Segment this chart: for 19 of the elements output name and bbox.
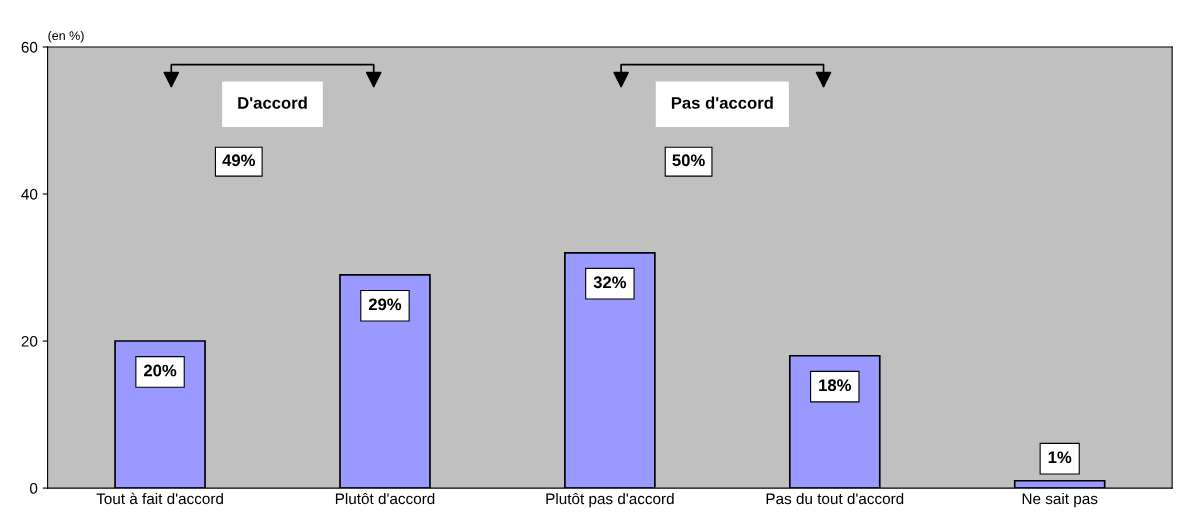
data-label: 20% — [143, 364, 177, 377]
x-tick-label: Plutôt pas d'accord — [546, 492, 674, 508]
data-label: 32% — [593, 276, 627, 289]
x-tick-label: Plutôt d'accord — [335, 492, 435, 505]
x-tick-label: Pas du tout d'accord — [766, 492, 904, 505]
data-label: 1% — [1048, 451, 1072, 464]
annotation: D'accord — [238, 96, 307, 109]
y-axis-title: (en %) — [48, 30, 84, 43]
annotation: Pas d'accord — [671, 96, 773, 109]
data-label: 29% — [368, 298, 402, 311]
y-tick-label: 40 — [21, 188, 38, 200]
annotation: 49% — [222, 154, 256, 167]
x-tick-label: Tout à fait d'accord — [96, 492, 223, 505]
y-tick-label: 0 — [29, 482, 38, 494]
y-tick-label: 60 — [21, 41, 38, 53]
data-label: 18% — [819, 379, 852, 392]
y-tick-label: 20 — [21, 335, 38, 347]
x-tick-label: Ne sait pas — [1022, 492, 1098, 508]
annotation: 50% — [672, 154, 705, 167]
